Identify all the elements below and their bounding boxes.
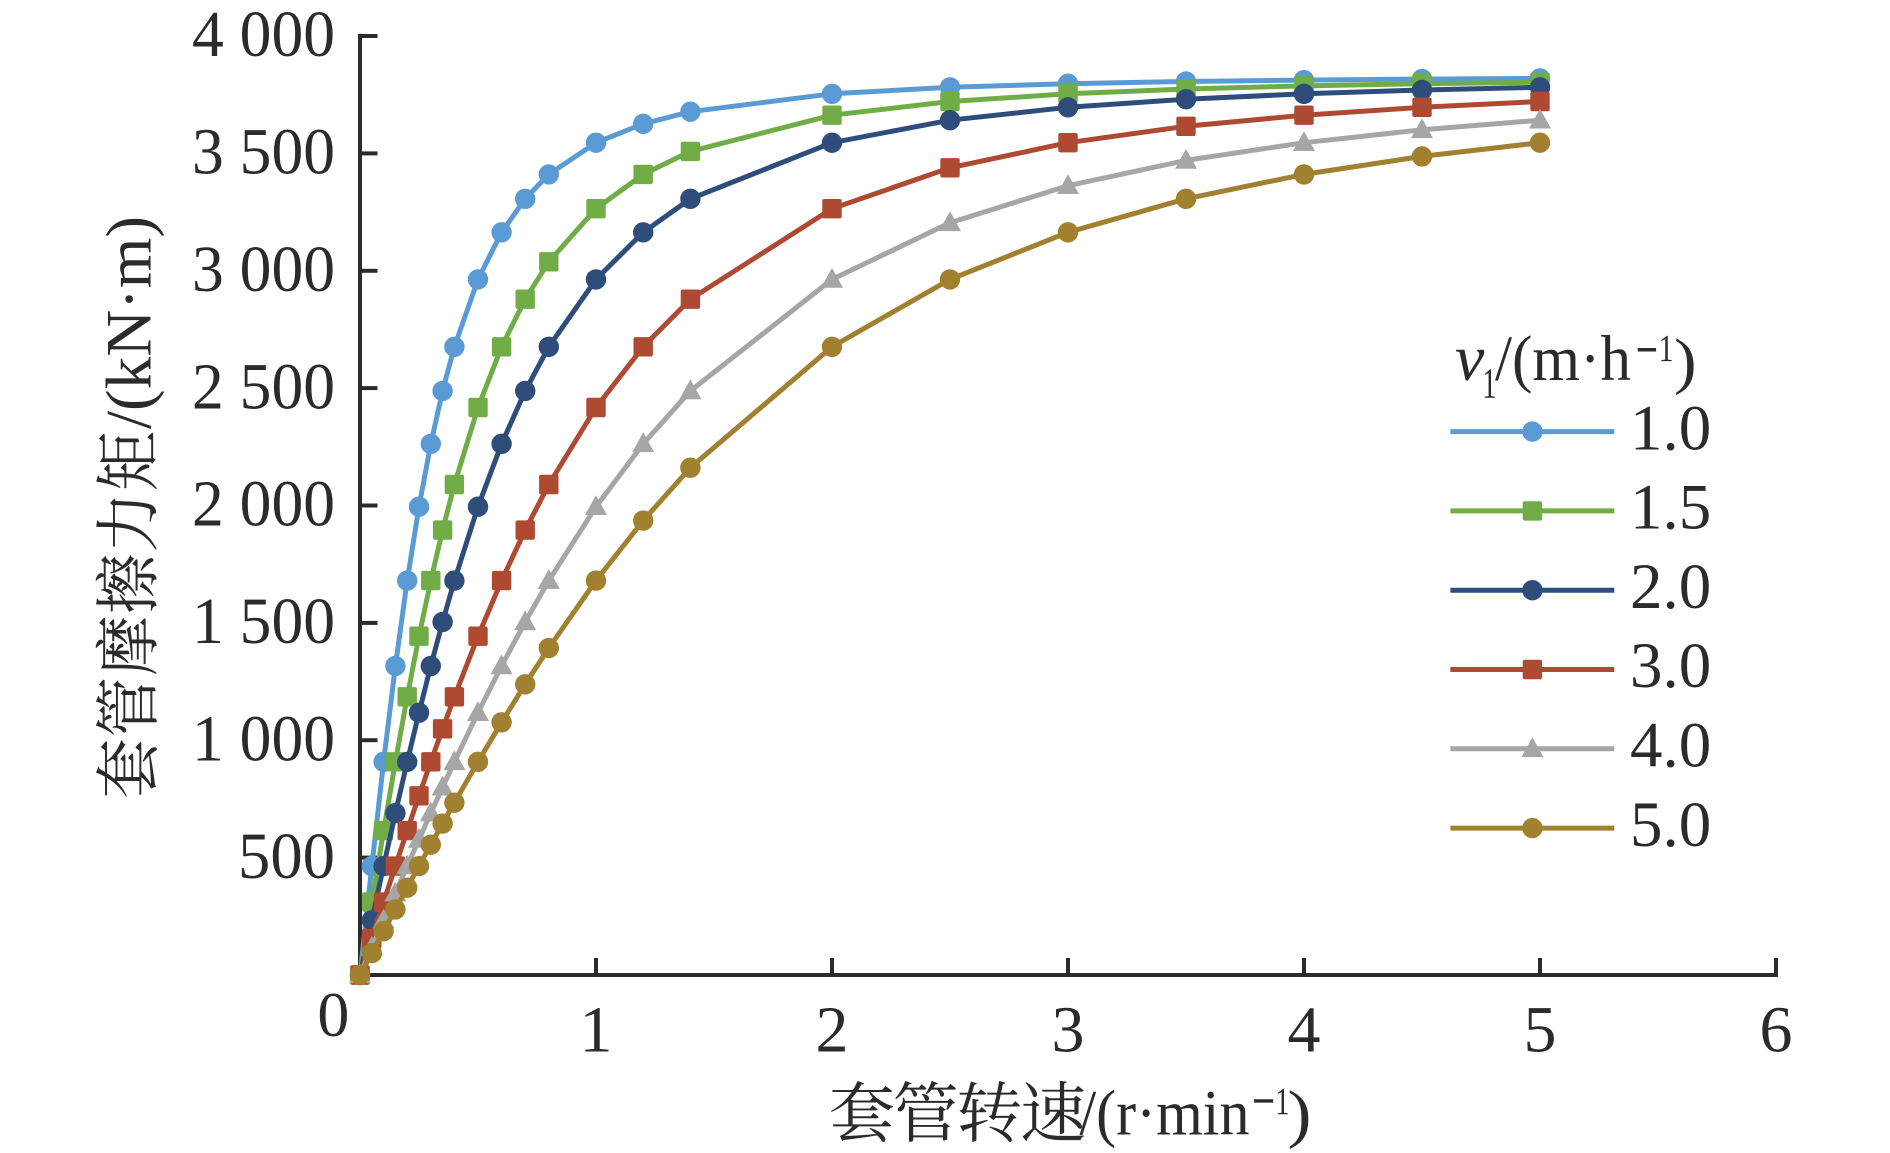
- svg-text:2.0: 2.0: [1630, 551, 1711, 623]
- svg-text:v: v: [1455, 322, 1485, 395]
- svg-text:3.0: 3.0: [1630, 630, 1711, 702]
- svg-text:/(r·min: /(r·min: [1080, 1078, 1250, 1150]
- svg-text:1 500: 1 500: [192, 585, 335, 658]
- svg-text:1: 1: [580, 993, 613, 1066]
- svg-text:2: 2: [816, 993, 849, 1066]
- svg-text:4: 4: [1288, 993, 1321, 1066]
- svg-text:5.0: 5.0: [1630, 789, 1711, 861]
- svg-text:3 000: 3 000: [192, 233, 335, 306]
- svg-text:1.0: 1.0: [1630, 392, 1711, 464]
- svg-text:2 000: 2 000: [192, 468, 335, 541]
- svg-text:3: 3: [1052, 993, 1085, 1066]
- svg-text:500: 500: [238, 820, 335, 893]
- svg-text:4.0: 4.0: [1630, 710, 1711, 782]
- svg-text:/(kN·m): /(kN·m): [94, 216, 166, 429]
- svg-text:5: 5: [1524, 993, 1557, 1066]
- svg-text:3 500: 3 500: [192, 116, 335, 189]
- svg-text:1 000: 1 000: [192, 703, 335, 776]
- svg-text:1.5: 1.5: [1630, 472, 1711, 544]
- svg-text:6: 6: [1760, 993, 1793, 1066]
- svg-text:/(m·h: /(m·h: [1495, 323, 1631, 395]
- svg-text:0: 0: [317, 979, 349, 1050]
- svg-text:2 500: 2 500: [192, 350, 335, 423]
- svg-text:4 000: 4 000: [192, 0, 335, 71]
